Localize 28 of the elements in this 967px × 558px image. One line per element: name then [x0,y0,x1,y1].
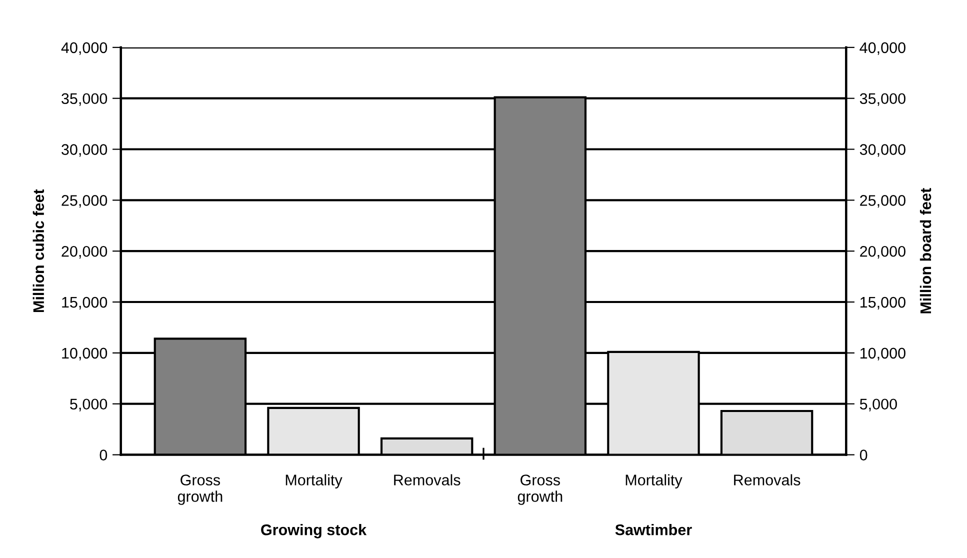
y2-tick-label: 10,000 [860,348,906,360]
y2-tick-label: 40,000 [860,42,906,55]
y-tick-label: 35,000 [62,93,108,106]
y-tick-label: 15,000 [62,296,108,310]
y-tick-label: 10,000 [62,348,108,360]
y2-tick-label: 35,000 [860,93,906,106]
y2-tick-label: 30,000 [860,144,906,157]
y2-tick-label: 20,000 [860,246,906,259]
x-tick-label: Gross growth [518,474,562,505]
y2-tick-label: 0 [860,450,868,460]
y-tick-label: 20,000 [62,246,108,259]
y-tick-label: 30,000 [62,144,108,157]
text: Growing stock [261,524,367,538]
x-tick-label: Gross growth [178,474,222,505]
y-axis-title: Million cubic feet [32,189,44,312]
y-tick-label: 5,000 [70,398,108,412]
y2-axis-title: Million board feet [920,188,932,314]
text: Sawtimber [615,524,692,536]
y-tick-label: 40,000 [61,42,108,55]
x-tick-label: Mortality [286,474,342,488]
x-tick-label: Removals [394,474,460,486]
y2-tick-label: 25,000 [860,195,906,208]
y2-tick-label: 5,000 [860,398,897,412]
x-tick-label: Mortality [626,474,682,488]
y2-tick-label: 15,000 [860,296,906,310]
y-tick-label: 25,000 [62,195,108,208]
y-tick-label: 0 [100,450,108,460]
x-tick-label: Removals [734,474,800,486]
